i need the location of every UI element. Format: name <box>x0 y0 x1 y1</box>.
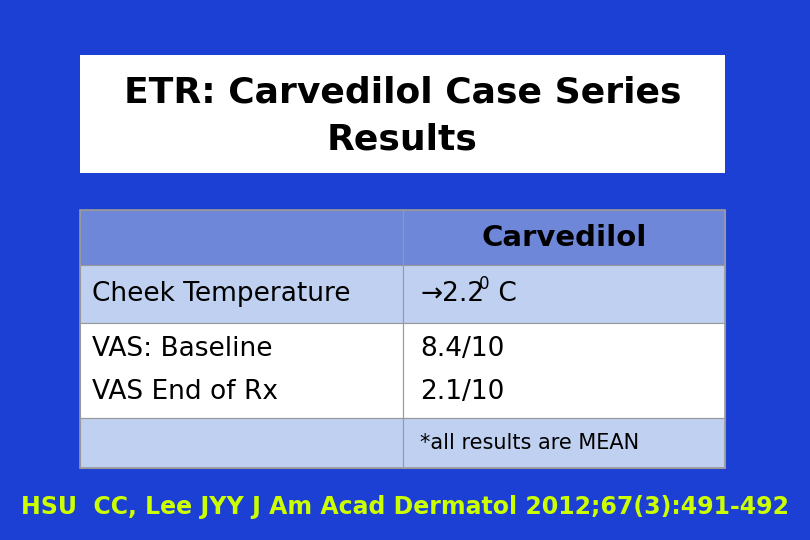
Text: 2.1/10: 2.1/10 <box>420 379 505 406</box>
FancyBboxPatch shape <box>403 210 725 265</box>
FancyBboxPatch shape <box>403 418 725 468</box>
FancyBboxPatch shape <box>403 323 725 418</box>
Text: HSU  CC, Lee JYY J Am Acad Dermatol 2012;67(3):491-492: HSU CC, Lee JYY J Am Acad Dermatol 2012;… <box>21 495 789 519</box>
Text: Cheek Temperature: Cheek Temperature <box>92 281 351 307</box>
FancyBboxPatch shape <box>403 265 725 323</box>
Text: *all results are MEAN: *all results are MEAN <box>420 433 640 453</box>
FancyBboxPatch shape <box>80 323 403 418</box>
Text: VAS: Baseline: VAS: Baseline <box>92 336 272 362</box>
FancyBboxPatch shape <box>80 55 725 173</box>
FancyBboxPatch shape <box>80 265 403 323</box>
Text: Carvedilol: Carvedilol <box>481 224 646 252</box>
Text: C: C <box>489 281 516 307</box>
Text: VAS End of Rx: VAS End of Rx <box>92 379 278 406</box>
FancyBboxPatch shape <box>80 418 403 468</box>
Text: ETR: Carvedilol Case Series: ETR: Carvedilol Case Series <box>124 76 681 110</box>
Text: →2.2: →2.2 <box>420 281 484 307</box>
FancyBboxPatch shape <box>80 210 403 265</box>
Text: Results: Results <box>327 123 478 157</box>
Text: 8.4/10: 8.4/10 <box>420 336 505 362</box>
Text: 0: 0 <box>479 275 489 293</box>
